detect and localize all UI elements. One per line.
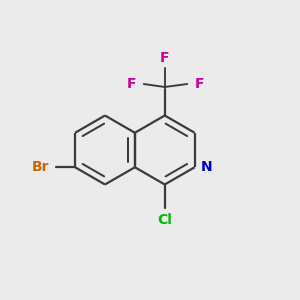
Text: F: F xyxy=(127,77,136,91)
Text: F: F xyxy=(194,77,204,91)
Text: N: N xyxy=(201,160,213,174)
Text: F: F xyxy=(160,50,169,64)
Text: Cl: Cl xyxy=(157,213,172,227)
Text: Br: Br xyxy=(32,160,50,174)
